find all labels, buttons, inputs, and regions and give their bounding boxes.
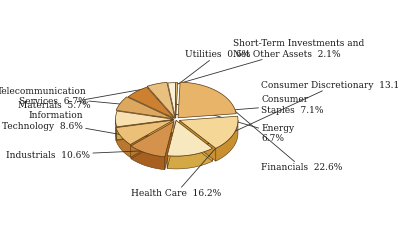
Text: Consumer Discretionary  13.1%: Consumer Discretionary 13.1% — [192, 81, 399, 151]
Polygon shape — [168, 83, 176, 118]
Polygon shape — [147, 82, 175, 118]
Polygon shape — [116, 128, 130, 157]
Polygon shape — [176, 120, 212, 161]
Text: Consumer
Staples  7.1%: Consumer Staples 7.1% — [123, 95, 324, 119]
Polygon shape — [130, 120, 173, 157]
Polygon shape — [165, 122, 174, 170]
Polygon shape — [216, 120, 238, 161]
Text: Energy
6.7%: Energy 6.7% — [142, 94, 294, 143]
Polygon shape — [131, 146, 165, 170]
Polygon shape — [180, 120, 216, 161]
Polygon shape — [117, 119, 174, 140]
Text: Short-Term Investments and
Net Other Assets  2.1%: Short-Term Investments and Net Other Ass… — [174, 39, 364, 85]
Polygon shape — [167, 120, 212, 156]
Polygon shape — [180, 116, 238, 148]
Text: Health Care  16.2%: Health Care 16.2% — [130, 135, 227, 198]
Text: Information
Technology  8.6%: Information Technology 8.6% — [2, 111, 122, 135]
Polygon shape — [131, 122, 174, 157]
Text: Telecommunication
Services  6.7%: Telecommunication Services 6.7% — [0, 87, 122, 106]
Text: Industrials  10.6%: Industrials 10.6% — [6, 151, 146, 160]
Text: Financials  22.6%: Financials 22.6% — [217, 96, 343, 172]
Polygon shape — [115, 111, 174, 127]
Polygon shape — [167, 148, 212, 169]
Polygon shape — [128, 87, 175, 119]
Text: Materials  5.7%: Materials 5.7% — [18, 87, 156, 110]
Polygon shape — [131, 122, 174, 159]
Polygon shape — [116, 97, 173, 119]
Text: Utilities  0.6%: Utilities 0.6% — [179, 50, 250, 84]
Polygon shape — [178, 82, 236, 118]
Polygon shape — [167, 120, 176, 168]
Polygon shape — [115, 120, 117, 140]
Polygon shape — [116, 120, 173, 145]
Polygon shape — [116, 120, 173, 141]
Polygon shape — [176, 83, 178, 118]
